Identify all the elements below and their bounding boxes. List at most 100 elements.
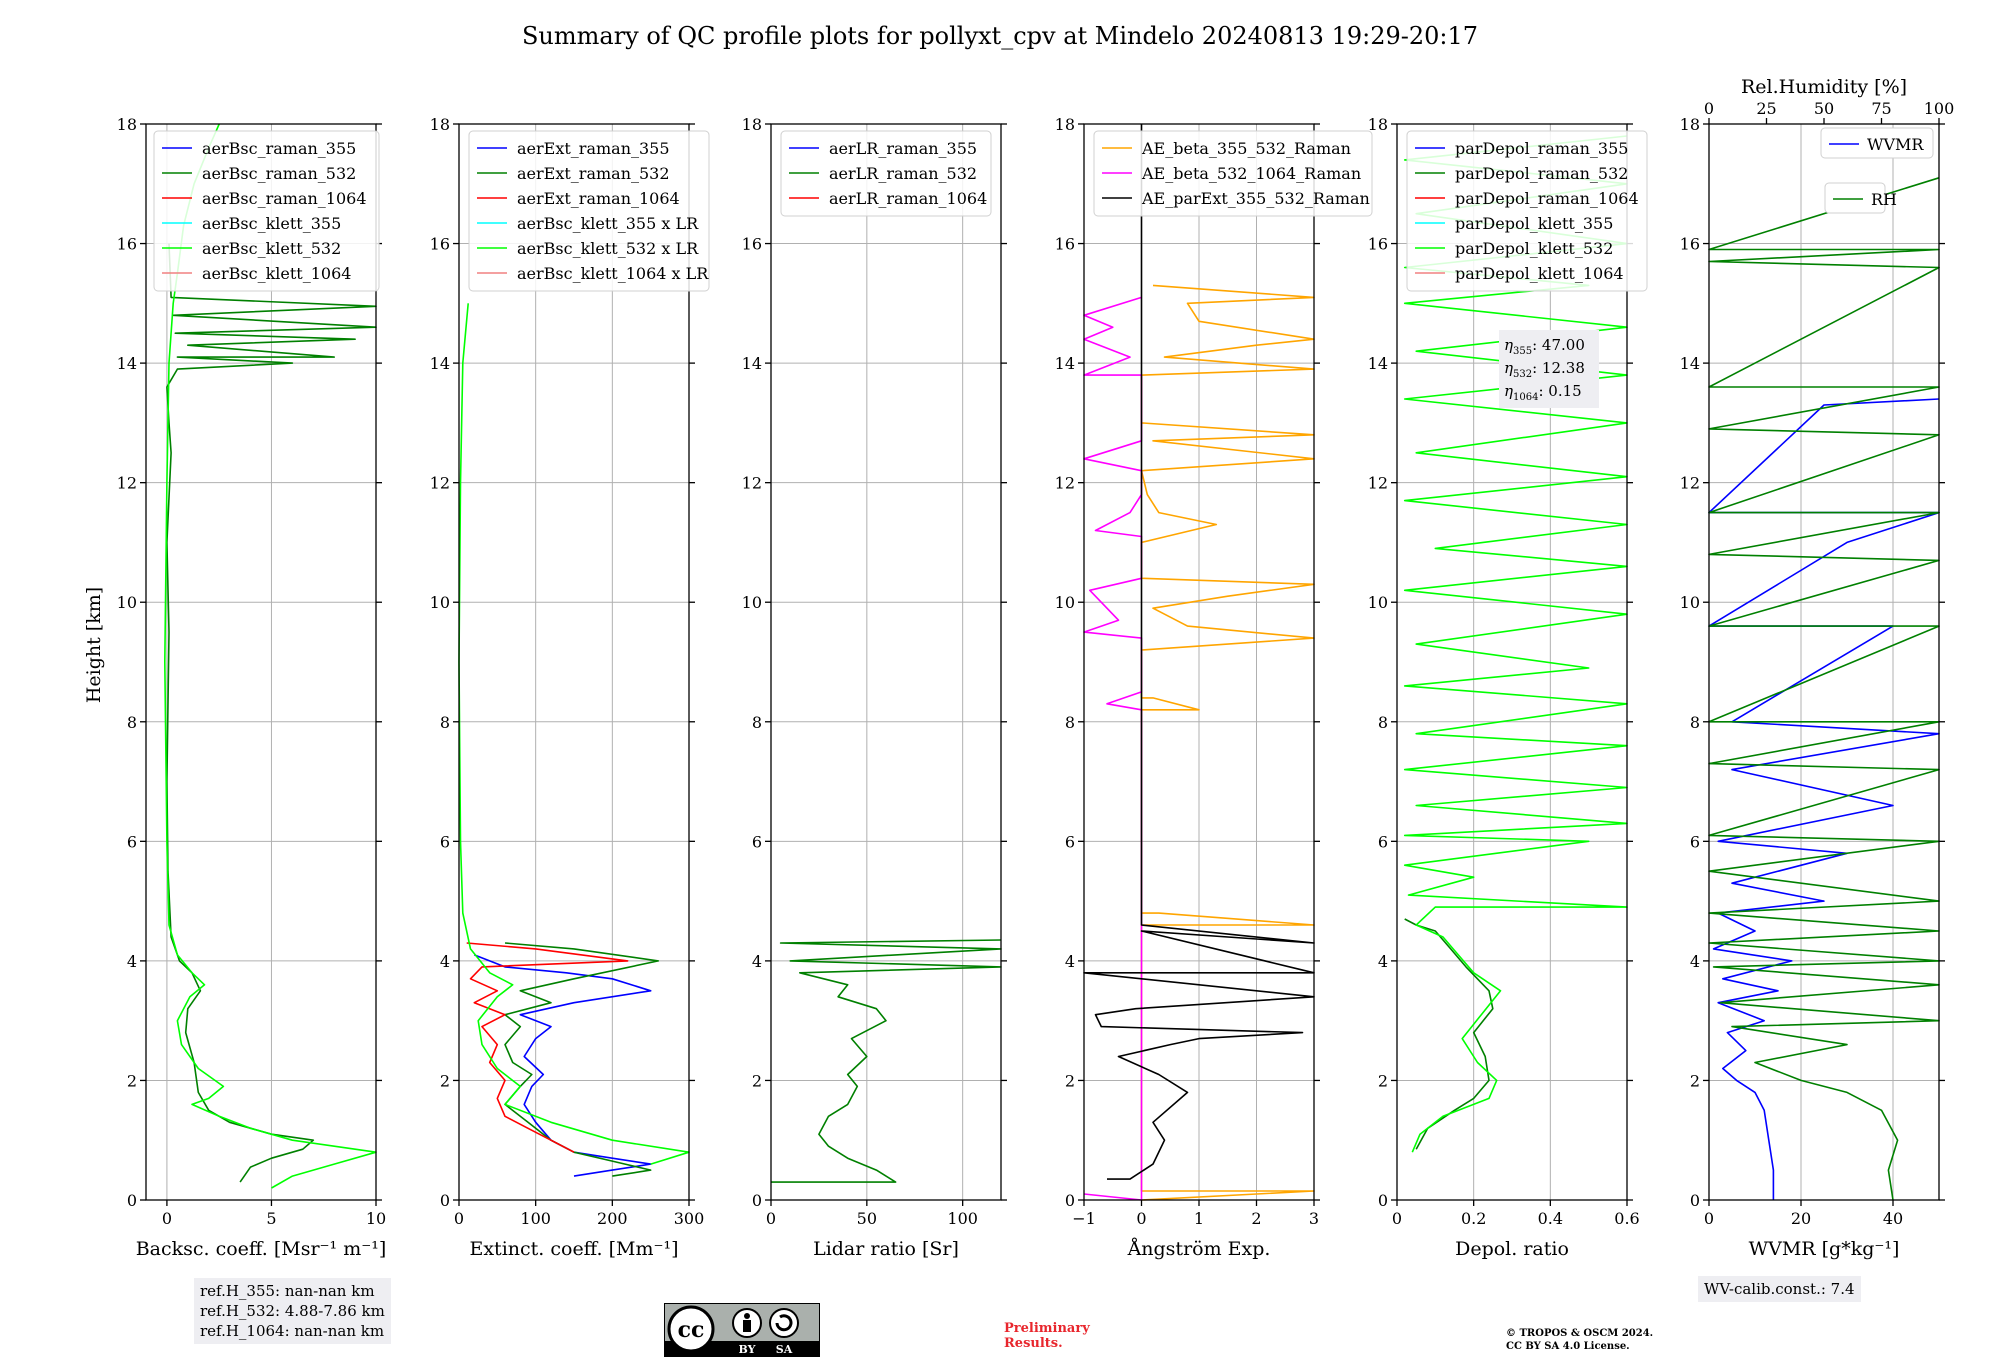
copyright-line-1: © TROPOS & OSCM 2024. <box>1506 1328 1654 1339</box>
legend-label-aerbsc-raman-532: aerBsc_raman_532 <box>202 164 356 183</box>
y-tick-label: 12 <box>742 474 762 493</box>
x-tick-label: 0 <box>766 1209 776 1228</box>
series-line-aerbsc-klett-532-x-lr <box>458 303 690 1165</box>
plot-frame <box>458 123 690 1201</box>
legend-label-aerbsc-klett-355-x-lr: aerBsc_klett_355 x LR <box>517 214 699 233</box>
y-tick-label: 2 <box>127 1071 137 1090</box>
x-tick-label: 2 <box>1251 1209 1261 1228</box>
legend-label-aerlr-raman-1064: aerLR_raman_1064 <box>829 189 987 208</box>
x-tick-label: 100 <box>947 1209 978 1228</box>
preliminary-line-1: Preliminary <box>1004 1321 1090 1336</box>
y-tick-label: 8 <box>127 713 137 732</box>
legend-label-aerbsc-klett-355: aerBsc_klett_355 <box>202 214 341 233</box>
y-tick-label: 2 <box>440 1071 450 1090</box>
legend-label-aerext-raman-532: aerExt_raman_532 <box>517 164 670 183</box>
x-tick-label: 0.4 <box>1538 1209 1563 1228</box>
legend-label-pardepol-klett-1064: parDepol_klett_1064 <box>1455 264 1624 283</box>
x-tick-label: 0 <box>1704 1209 1714 1228</box>
figure-title: Summary of QC profile plots for pollyxt_… <box>521 22 1479 50</box>
y-tick-label: 16 <box>1368 235 1388 254</box>
legend-label-aerext-raman-1064: aerExt_raman_1064 <box>517 189 680 208</box>
legend-label-aerbsc-klett-532-x-lr: aerBsc_klett_532 x LR <box>517 239 699 258</box>
ref-height-355: ref.H_355: nan-nan km <box>200 1282 375 1300</box>
x-axis-label: WVMR [g*kg⁻¹] <box>1749 1238 1900 1260</box>
y-tick-label: 8 <box>1378 713 1388 732</box>
x-axis-label: Depol. ratio <box>1455 1238 1569 1260</box>
y-tick-label: 16 <box>1055 235 1075 254</box>
x-axis-label: Ångström Exp. <box>1127 1238 1271 1260</box>
y-tick-label: 0 <box>1065 1191 1075 1210</box>
top-x-tick-label: 50 <box>1814 99 1834 118</box>
y-tick-label: 2 <box>1065 1071 1075 1090</box>
y-tick-label: 6 <box>1378 832 1388 851</box>
legend-frame <box>1406 130 1648 292</box>
wv-calibration-text: WV-calib.const.: 7.4 <box>1704 1280 1855 1298</box>
legend-label-wvmr: WVMR <box>1867 135 1924 154</box>
x-axis-label: Backsc. coeff. [Msr⁻¹ m⁻¹] <box>136 1238 387 1260</box>
panel-2: 0 2 4 6 8 10 12 14 16 18 0 100 200 300 Extinct. coeff.… <box>430 115 710 1260</box>
y-tick-label: 18 <box>1680 115 1700 134</box>
share-alike-icon <box>769 1308 799 1338</box>
y-tick-label: 14 <box>1680 354 1700 373</box>
x-tick-label: −1 <box>1072 1209 1096 1228</box>
x-tick-label: 0 <box>162 1209 172 1228</box>
legend-label-aerbsc-klett-532: aerBsc_klett_532 <box>202 239 341 258</box>
legend-label-aerbsc-klett-1064: aerBsc_klett_1064 <box>202 264 351 283</box>
y-tick-label: 12 <box>1368 474 1388 493</box>
y-tick-label: 4 <box>752 952 762 971</box>
y-tick-label: 8 <box>1690 713 1700 732</box>
legend-frame <box>1093 130 1373 217</box>
series-line-rh <box>1708 177 1940 1201</box>
y-tick-label: 8 <box>440 713 450 732</box>
x-tick-label: 200 <box>597 1209 628 1228</box>
y-tick-label: 12 <box>117 474 137 493</box>
panel-1: 0 2 4 6 8 10 12 14 16 18 0 5 10 Backsc. coeff. [Msr⁻¹… <box>117 115 387 1260</box>
plot-frame <box>770 123 1002 1201</box>
x-axis-label: Extinct. coeff. [Mm⁻¹] <box>469 1238 678 1260</box>
series-line-ae-parext-355-532-raman <box>1083 124 1315 1180</box>
top-x-tick-label: 0 <box>1704 99 1714 118</box>
x-tick-label: 0 <box>1392 1209 1402 1228</box>
legend-label-rh: RH <box>1871 190 1897 209</box>
y-tick-label: 6 <box>440 832 450 851</box>
y-tick-label: 4 <box>127 952 137 971</box>
y-tick-label: 6 <box>1065 832 1075 851</box>
y-tick-label: 2 <box>1690 1071 1700 1090</box>
y-tick-label: 0 <box>127 1191 137 1210</box>
y-tick-label: 0 <box>1378 1191 1388 1210</box>
x-tick-label: 0 <box>454 1209 464 1228</box>
series-line-aerbsc-klett-532 <box>164 123 377 1189</box>
series-line-aerlr-raman-532 <box>771 939 1002 1183</box>
x-tick-label: 300 <box>674 1209 705 1228</box>
top-x-tick-label: 100 <box>1924 99 1955 118</box>
y-tick-label: 10 <box>117 593 137 612</box>
x-tick-label: 20 <box>1791 1209 1811 1228</box>
copyright-line-2: CC BY SA 4.0 License. <box>1506 1341 1630 1352</box>
x-tick-label: 100 <box>520 1209 551 1228</box>
x-tick-label: 50 <box>857 1209 877 1228</box>
y-tick-label: 4 <box>1378 952 1388 971</box>
x-tick-label: 1 <box>1194 1209 1204 1228</box>
legend-frame <box>780 130 992 217</box>
y-tick-label: 14 <box>742 354 762 373</box>
y-tick-label: 8 <box>752 713 762 732</box>
x-tick-label: 0 <box>1136 1209 1146 1228</box>
x-tick-label: 10 <box>366 1209 386 1228</box>
x-axis-label: Lidar ratio [Sr] <box>813 1238 959 1260</box>
y-tick-label: 10 <box>1680 593 1700 612</box>
y-tick-label: 14 <box>1368 354 1388 373</box>
legend-label-aerbsc-klett-1064-x-lr: aerBsc_klett_1064 x LR <box>517 264 709 283</box>
preliminary-results-note: Preliminary Results. <box>1004 1321 1090 1351</box>
legend-label-aerext-raman-355: aerExt_raman_355 <box>517 139 670 158</box>
x-tick-label: 0.6 <box>1614 1209 1639 1228</box>
cc-by-sa-license-badge[interactable]: cc BY SA <box>664 1303 820 1357</box>
legend-box: AE_beta_355_532_Raman AE_beta_532_1064_Ra… <box>1093 130 1373 217</box>
legend-frame <box>1820 127 1934 159</box>
legend-box: parDepol_raman_355 parDepol_raman_532 parD… <box>1406 130 1648 292</box>
y-tick-label: 0 <box>1690 1191 1700 1210</box>
legend-label-pardepol-raman-1064: parDepol_raman_1064 <box>1455 189 1639 208</box>
y-tick-label: 10 <box>1055 593 1075 612</box>
y-tick-label: 2 <box>1378 1071 1388 1090</box>
legend-label-aerlr-raman-355: aerLR_raman_355 <box>829 139 977 158</box>
